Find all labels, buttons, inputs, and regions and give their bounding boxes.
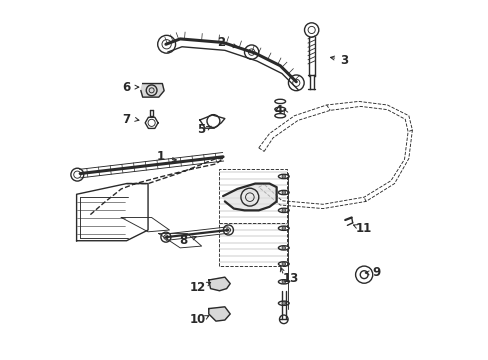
Text: 5: 5 [197,123,205,136]
Polygon shape [141,84,164,97]
Text: 6: 6 [122,81,130,94]
Polygon shape [208,277,230,291]
Text: 1: 1 [156,150,164,163]
Text: 8: 8 [179,234,187,247]
Polygon shape [208,307,230,321]
Text: 13: 13 [282,272,299,285]
Circle shape [282,280,285,284]
Circle shape [282,191,285,194]
Text: 11: 11 [355,222,371,235]
Circle shape [282,175,285,178]
Text: 12: 12 [189,281,206,294]
Circle shape [282,246,285,249]
Circle shape [282,301,285,305]
Text: 2: 2 [217,36,225,49]
Text: 9: 9 [372,266,380,279]
Text: 4: 4 [274,104,282,117]
Circle shape [282,226,285,230]
Circle shape [282,208,285,212]
Text: 3: 3 [340,54,348,67]
Text: 10: 10 [189,313,206,326]
Polygon shape [223,184,276,210]
Circle shape [282,262,285,266]
Text: 7: 7 [122,113,130,126]
